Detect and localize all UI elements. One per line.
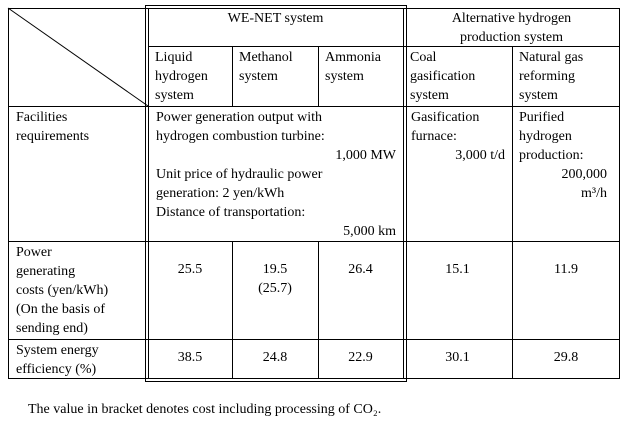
row-label: costs (yen/kWh)	[16, 283, 109, 298]
column-header: system	[155, 88, 194, 103]
row-label: requirements	[16, 129, 90, 144]
cell-value: 30.1	[445, 350, 470, 365]
cell-value: 38.5	[177, 350, 203, 365]
cell-text: generation: 2 yen/kWh	[156, 186, 285, 201]
cell-bracket: (25.7)	[258, 281, 292, 296]
cell-value: 15.1	[445, 262, 470, 277]
column-header: reforming	[519, 69, 575, 84]
cell-value: 24.8	[262, 350, 288, 365]
cell-value: 5,000 km	[343, 224, 396, 239]
row-label: efficiency (%)	[16, 362, 97, 377]
cell-value: 19.5	[262, 262, 288, 277]
column-header: system	[325, 69, 364, 84]
row-label: sending end)	[16, 321, 88, 336]
column-header: Natural gas	[519, 50, 584, 65]
cell-text: Gasification	[411, 110, 480, 125]
cell-text: Power generation output with	[156, 110, 323, 125]
double-border	[145, 5, 407, 382]
cell-text: Unit price of hydraulic power	[156, 167, 323, 182]
cell-value: 11.9	[554, 262, 578, 277]
group-header: Alternative hydrogen	[451, 11, 572, 26]
column-header: hydrogen	[155, 69, 208, 84]
row-label: Facilities	[16, 110, 68, 125]
cell-text: hydrogen	[519, 129, 572, 144]
cell-value: 25.5	[177, 262, 203, 277]
cell-value: 22.9	[348, 350, 373, 365]
column-header: Coal	[410, 50, 437, 65]
cell-text: hydrogen combustion turbine:	[156, 129, 325, 144]
row-label: System energy	[16, 343, 99, 358]
column-header: Liquid	[155, 50, 193, 65]
group-header: production system	[459, 30, 564, 45]
cell-value: 1,000 MW	[335, 148, 396, 163]
group-header: WE-NET system	[227, 11, 324, 26]
column-header: Methanol	[239, 50, 293, 65]
row-label: generating	[16, 264, 76, 279]
diagonal	[7, 7, 149, 107]
cell-value: 200,000	[561, 167, 608, 182]
cell-text: furnace:	[411, 129, 457, 144]
cell-value: 29.8	[553, 350, 579, 365]
column-header: Ammonia	[325, 50, 381, 65]
row-label: Power	[16, 245, 52, 260]
row-label: (On the basis of	[16, 302, 106, 317]
column-header: gasification	[410, 69, 476, 84]
cell-value: 26.4	[348, 262, 373, 277]
cell-text: Purified	[519, 110, 565, 125]
cell-value: m³/h	[581, 186, 607, 201]
cell-text: production:	[519, 148, 584, 163]
cell-value: 3,000 t/d	[455, 148, 505, 163]
footnote: The value in bracket denotes cost includ…	[28, 402, 382, 417]
column-header: system	[519, 88, 558, 103]
column-header: system	[239, 69, 278, 84]
cell-text: Distance of transportation:	[156, 205, 306, 220]
column-header: system	[410, 88, 449, 103]
